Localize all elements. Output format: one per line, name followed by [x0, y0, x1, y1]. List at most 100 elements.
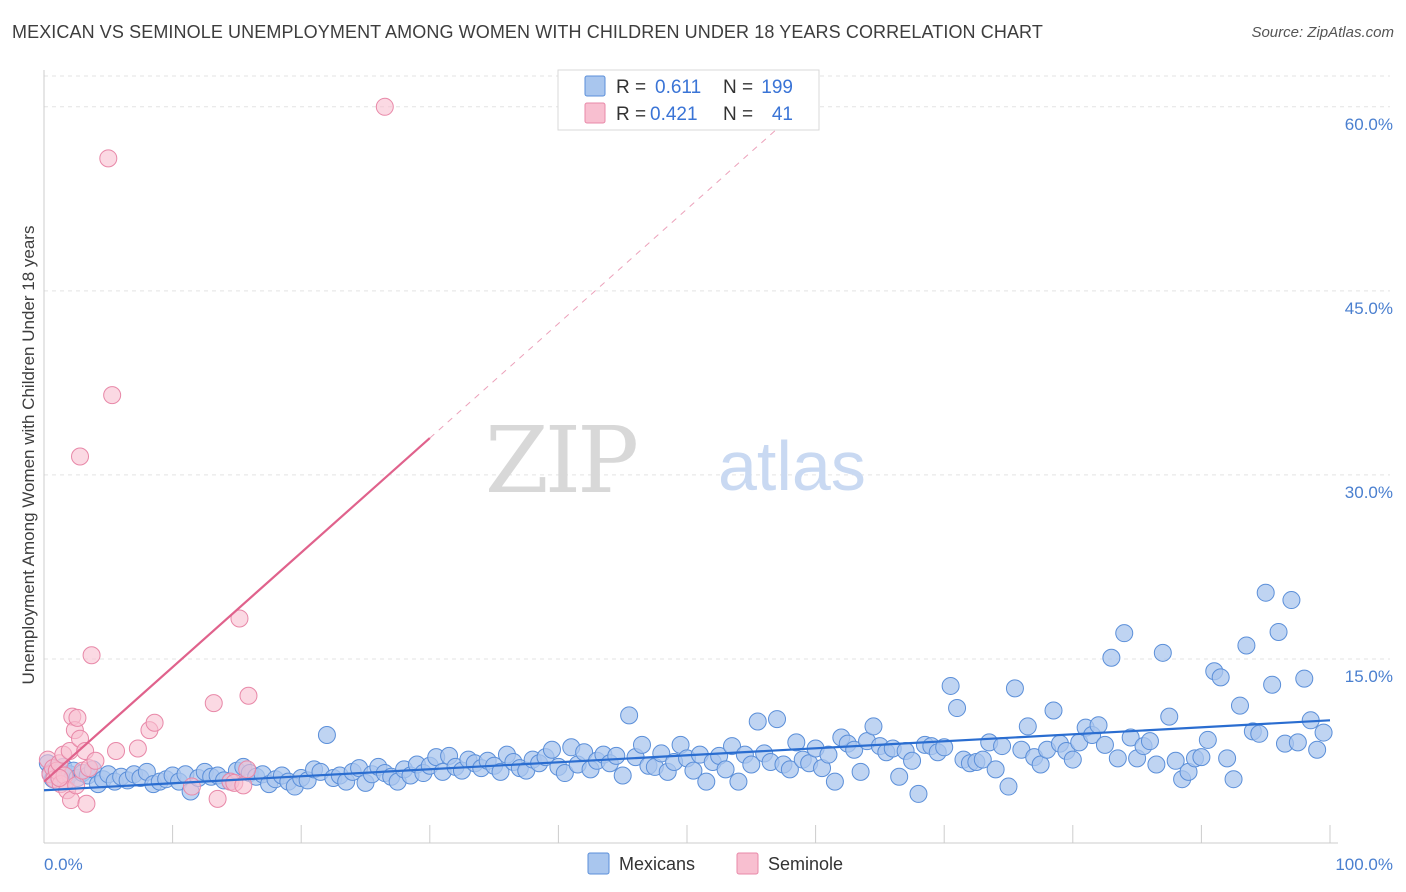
bottom-legend-label-seminole: Seminole — [768, 854, 843, 874]
mexicans-point — [1044, 701, 1063, 720]
mexicans-point — [1230, 696, 1249, 715]
seminole-point — [103, 386, 122, 405]
y-tick-label: 15.0% — [1345, 667, 1393, 686]
bottom-legend-swatch-mexicans — [587, 852, 610, 875]
mexicans-point — [768, 710, 787, 729]
mexicans-point — [1288, 733, 1307, 752]
mexicans-point — [748, 712, 767, 731]
mexicans-point — [1153, 643, 1172, 662]
mexicans-point — [1063, 750, 1082, 769]
seminole-point — [238, 760, 257, 779]
watermark-atlas: atlas — [718, 427, 866, 505]
mexicans-point — [742, 755, 761, 774]
mexicans-point — [1224, 770, 1243, 789]
mexicans-point — [986, 760, 1005, 779]
legend-r-value-seminole: 0.421 — [650, 104, 698, 125]
legend-r-label-seminole: R = — [616, 104, 646, 125]
mexicans-point — [1140, 732, 1159, 751]
mexicans-point — [684, 761, 703, 780]
x-tick-label-max: 100.0% — [1335, 855, 1393, 874]
mexicans-point — [780, 760, 799, 779]
mexicans-point — [999, 777, 1018, 796]
y-axis-label: Unemployment Among Women with Children U… — [19, 226, 38, 685]
mexicans-point — [723, 737, 742, 756]
seminole-trendline — [43, 437, 431, 783]
mexicans-point — [1211, 668, 1230, 687]
mexicans-point — [620, 706, 639, 725]
legend-n-label-mexicans: N = — [723, 77, 753, 98]
mexicans-point — [973, 750, 992, 769]
y-tick-labels: 15.0% 30.0% 45.0% 60.0% — [1345, 115, 1393, 686]
chart-title: MEXICAN VS SEMINOLE UNEMPLOYMENT AMONG W… — [12, 22, 1043, 42]
mexicans-point — [1102, 648, 1121, 667]
mexicans-point — [1308, 740, 1327, 759]
legend-swatch-seminole — [584, 102, 606, 124]
legend-n-value-mexicans: 199 — [761, 77, 793, 98]
seminole-point — [77, 794, 96, 813]
mexicans-point — [787, 733, 806, 752]
mexicans-point — [1005, 679, 1024, 698]
mexicans-point — [317, 726, 336, 745]
seminole-point — [99, 149, 118, 168]
mexicans-point — [819, 745, 838, 764]
mexicans-point — [555, 764, 574, 783]
mexicans-point — [1282, 591, 1301, 610]
mexicans-point — [1295, 669, 1314, 688]
legend-swatch-mexicans — [584, 75, 606, 97]
watermark-zip: ZIP — [485, 407, 636, 514]
mexicans-point — [1218, 749, 1237, 768]
watermark: ZIP atlas — [485, 407, 866, 514]
bottom-legend: Mexicans Seminole — [587, 852, 843, 875]
mexicans-point — [632, 735, 651, 754]
seminole-point — [71, 447, 90, 466]
x-tick-labels: 0.0% 100.0% — [44, 855, 1393, 874]
y-tick-label: 60.0% — [1345, 115, 1393, 134]
legend-r-label-mexicans: R = — [616, 77, 646, 98]
mexicans-point — [1095, 735, 1114, 754]
mexicans-point — [697, 772, 716, 791]
chart-source: Source: ZipAtlas.com — [1251, 24, 1394, 41]
mexicans-point — [729, 772, 748, 791]
seminole-point — [208, 789, 227, 808]
mexicans-point — [1147, 755, 1166, 774]
mexicans-point — [607, 746, 626, 765]
seminole-point — [204, 694, 223, 713]
mexicans-point — [909, 784, 928, 803]
seminole-trendline-extension — [429, 94, 816, 439]
legend-r-value-mexicans: 0.611 — [655, 77, 701, 98]
mexicans-point — [993, 737, 1012, 756]
mexicans-point — [935, 738, 954, 757]
mexicans-point — [825, 772, 844, 791]
mexicans-point — [1250, 724, 1269, 743]
mexicans-point — [1237, 636, 1256, 655]
mexicans-point — [1192, 748, 1211, 767]
seminole-point — [128, 739, 147, 758]
mexicans-point — [1089, 716, 1108, 735]
mexicans-point — [1166, 751, 1185, 770]
seminole-points — [38, 97, 394, 813]
seminole-point — [230, 609, 249, 628]
legend-n-label-seminole: N = — [723, 104, 753, 125]
mexicans-point — [716, 760, 735, 779]
mexicans-point — [1108, 749, 1127, 768]
mexicans-point — [948, 699, 967, 718]
mexicans-point — [864, 717, 883, 736]
mexicans-point — [1115, 624, 1134, 643]
legend-box: R = 0.611 N = 199 R = 0.421 N = 41 — [557, 69, 820, 131]
mexicans-point — [491, 762, 510, 781]
seminole-point — [82, 646, 101, 665]
legend-n-value-seminole: 41 — [772, 104, 793, 125]
mexicans-point — [1256, 583, 1275, 602]
mexicans-point — [1269, 622, 1288, 641]
mexicans-point — [941, 676, 960, 695]
bottom-legend-label-mexicans: Mexicans — [619, 854, 695, 874]
seminole-point — [182, 777, 201, 796]
seminole-point — [50, 768, 69, 787]
mexicans-point — [542, 740, 561, 759]
y-tick-label: 45.0% — [1345, 299, 1393, 318]
seminole-point — [239, 686, 258, 705]
seminole-point — [145, 713, 164, 732]
y-tick-label: 30.0% — [1345, 483, 1393, 502]
seminole-point — [68, 708, 87, 727]
